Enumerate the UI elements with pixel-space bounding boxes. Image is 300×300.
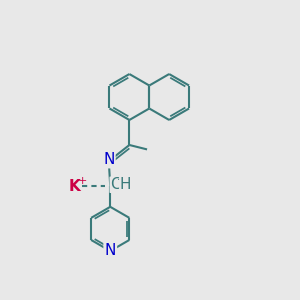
Text: N: N bbox=[103, 152, 115, 167]
Text: N: N bbox=[105, 244, 116, 259]
Text: H: H bbox=[120, 177, 131, 192]
Text: K: K bbox=[69, 179, 81, 194]
Text: +: + bbox=[78, 176, 87, 186]
Text: −: − bbox=[117, 175, 126, 185]
Text: C: C bbox=[110, 177, 121, 192]
